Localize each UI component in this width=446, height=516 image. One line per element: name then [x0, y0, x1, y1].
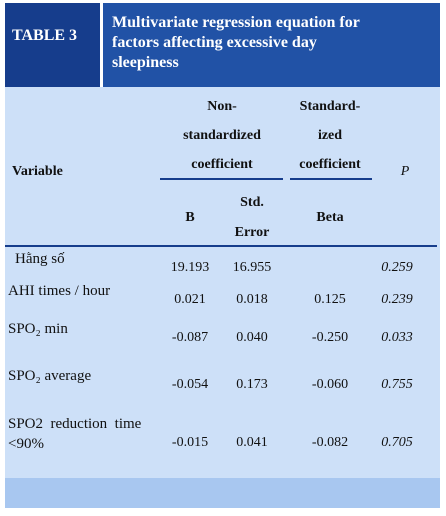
cell: 16.955: [232, 260, 272, 275]
cell: 0.239: [381, 292, 413, 307]
cell: 19.193: [170, 260, 210, 275]
title-line: Multivariate regression equation for: [112, 14, 360, 31]
row-label: SPO₂ average: [8, 368, 92, 384]
rule: [290, 178, 372, 180]
row-label: <90%: [8, 436, 44, 452]
sub-header: Error: [234, 225, 270, 240]
group-header: standardized: [183, 128, 261, 143]
cell: 0.755: [381, 377, 413, 392]
cell: 0.033: [381, 330, 413, 345]
cell: -0.087: [171, 330, 209, 345]
cell: -0.015: [171, 435, 209, 450]
cell: 0.259: [381, 260, 413, 275]
table-label: TABLE 3: [12, 27, 78, 44]
group-header: coefficient: [191, 157, 253, 172]
table-body: [5, 87, 440, 478]
cell: 0.040: [236, 330, 268, 345]
title-line: factors affecting excessive day: [112, 34, 317, 51]
row-label: AHI times / hour: [8, 283, 111, 299]
row-label: SPO2 reduction time: [8, 416, 142, 432]
cell: -0.250: [311, 330, 349, 345]
column-header: Variable: [12, 164, 63, 179]
cell: 0.705: [381, 435, 413, 450]
group-header: ized: [317, 128, 343, 143]
cell: 0.173: [236, 377, 268, 392]
group-header: Non-: [207, 99, 237, 114]
column-header: P: [400, 164, 410, 179]
group-header: Standard-: [299, 99, 361, 114]
title-box: [103, 3, 440, 87]
footer-band: [5, 478, 440, 508]
group-header: coefficient: [299, 157, 361, 172]
cell: -0.054: [171, 377, 209, 392]
cell: 0.021: [174, 292, 206, 307]
cell: -0.082: [311, 435, 349, 450]
row-label: Hằng số: [15, 251, 65, 267]
label-box: [5, 3, 100, 87]
title-line: sleepiness: [112, 54, 179, 71]
cell: 0.041: [236, 435, 268, 450]
cell: -0.060: [311, 377, 349, 392]
rule: [160, 178, 283, 180]
rule: [5, 245, 437, 247]
cell: 0.018: [236, 292, 268, 307]
sub-header: Std.: [240, 195, 264, 210]
sub-header: Beta: [316, 210, 344, 225]
sub-header: B: [185, 210, 195, 225]
cell: 0.125: [314, 292, 346, 307]
row-label: SPO₂ min: [8, 321, 68, 337]
